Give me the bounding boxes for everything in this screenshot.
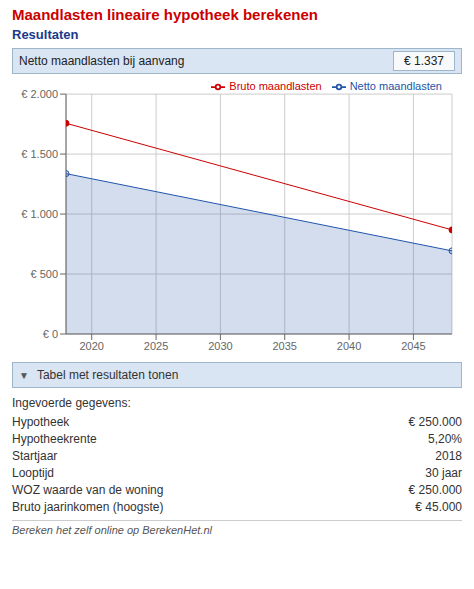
html-text:5,20%: 5,20%: [428, 432, 462, 446]
html-text:€ 1.337: € 1.337: [404, 54, 444, 68]
svg-text:€ 500: € 500: [30, 268, 58, 280]
html-text:Looptijd: Looptijd: [12, 466, 54, 480]
svg-text:2025: 2025: [144, 340, 168, 352]
html-text:Startjaar: Startjaar: [12, 449, 58, 463]
html-text:2018: 2018: [435, 449, 462, 463]
svg-text:€ 0: € 0: [43, 328, 58, 340]
html-text:€ 250.000: € 250.000: [408, 415, 462, 429]
html-text:Netto maandlasten: Netto maandlasten: [349, 80, 442, 92]
svg-text:2045: 2045: [401, 340, 425, 352]
svg-text:2030: 2030: [208, 340, 232, 352]
html-text:30 jaar: 30 jaar: [425, 466, 462, 480]
svg-text:€ 2.000: € 2.000: [21, 88, 58, 100]
html-text:Bruto maandlasten: Bruto maandlasten: [229, 80, 322, 92]
html-text:Bereken het zelf online op Ber: Bereken het zelf online op BerekenHet.nl: [12, 524, 212, 536]
html-text:€ 45.000: € 45.000: [415, 500, 462, 514]
html-text:Bruto jaarinkomen (hoogste): Bruto jaarinkomen (hoogste): [12, 500, 164, 514]
html-text:€ 250.000: € 250.000: [408, 483, 462, 497]
svg-text:2020: 2020: [79, 340, 103, 352]
html-text:Resultaten: Resultaten: [12, 27, 79, 42]
html-text:Hypotheekrente: Hypotheekrente: [12, 432, 97, 446]
html-text:Netto maandlasten bij aanvang: Netto maandlasten bij aanvang: [19, 54, 185, 68]
html-text:Hypotheek: Hypotheek: [12, 415, 70, 429]
html-text:Ingevoerde gegevens:: Ingevoerde gegevens:: [12, 396, 131, 410]
svg-text:€ 1.000: € 1.000: [21, 208, 58, 220]
svg-text:€ 1.500: € 1.500: [21, 148, 58, 160]
svg-text:2040: 2040: [337, 340, 361, 352]
html-text:WOZ waarde van de woning: WOZ waarde van de woning: [12, 483, 164, 497]
html-text:Tabel met resultaten tonen: Tabel met resultaten tonen: [36, 368, 179, 382]
svg-text:2035: 2035: [272, 340, 296, 352]
html-text:Maandlasten lineaire hypotheek: Maandlasten lineaire hypotheek berekenen: [12, 6, 318, 23]
